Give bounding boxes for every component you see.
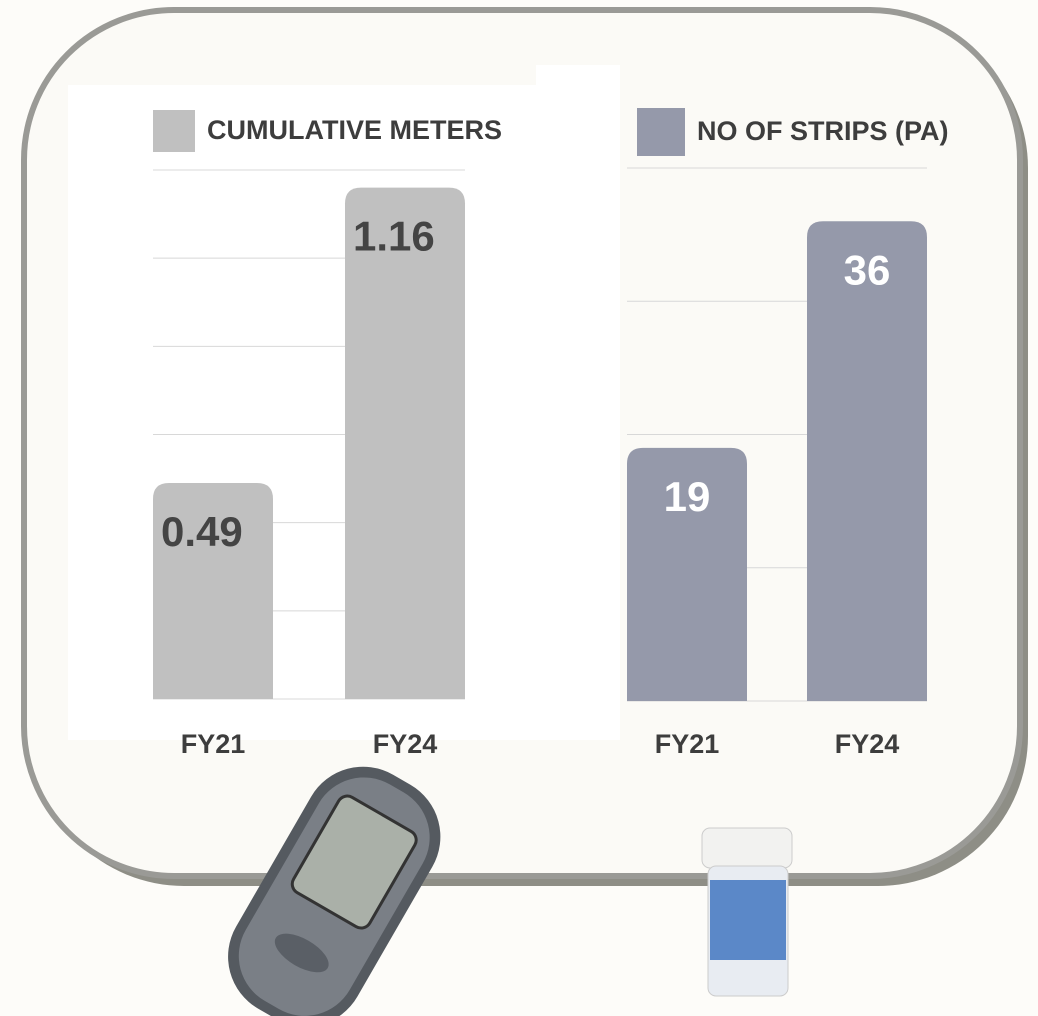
legend-swatch bbox=[153, 110, 195, 152]
legend-label: NO OF STRIPS (PA) bbox=[697, 116, 949, 146]
x-tick-label: FY21 bbox=[181, 729, 246, 759]
value-label: 36 bbox=[844, 246, 891, 293]
strip-container bbox=[702, 828, 792, 996]
value-label: 19 bbox=[664, 473, 711, 520]
panel bbox=[68, 85, 536, 740]
x-tick-label: FY21 bbox=[655, 729, 720, 759]
page: CUMULATIVE METERS 0.49 FY21 1.16 FY24 NO OF S… bbox=[0, 0, 1038, 1016]
bar bbox=[345, 188, 465, 699]
panel bbox=[536, 65, 620, 740]
container-label bbox=[710, 880, 786, 960]
container-lid bbox=[702, 828, 792, 868]
value-label: 0.49 bbox=[161, 508, 243, 555]
value-label: 1.16 bbox=[353, 213, 435, 260]
legend-swatch bbox=[637, 108, 685, 156]
legend-label: CUMULATIVE METERS bbox=[207, 115, 502, 145]
x-tick-label: FY24 bbox=[835, 729, 900, 759]
x-tick-label: FY24 bbox=[373, 729, 438, 759]
